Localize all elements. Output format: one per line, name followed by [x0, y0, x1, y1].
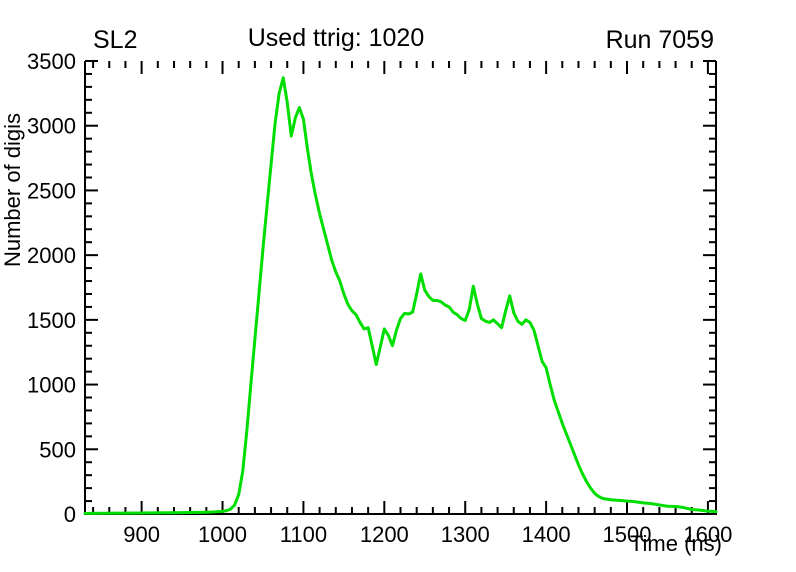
y-tick-label: 500 [39, 437, 76, 462]
run-label: Run 7059 [606, 26, 714, 54]
y-axis-ticks [85, 60, 716, 515]
x-tick-label: 1300 [441, 522, 490, 547]
x-axis-tick-labels: 900 1000 1100 1200 1300 1400 1500 1600 [123, 522, 732, 547]
x-tick-label: 1000 [198, 522, 247, 547]
superlayer-label: SL2 [93, 26, 137, 54]
y-tick-label: 1500 [27, 308, 76, 333]
x-axis-title: Time (ns) [630, 531, 722, 556]
x-tick-label: 900 [123, 522, 160, 547]
x-tick-label: 1500 [603, 522, 652, 547]
digi-count-curve [83, 76, 718, 515]
y-tick-label: 0 [64, 502, 76, 527]
y-tick-label: 2500 [27, 178, 76, 203]
y-axis-tick-labels: 0 500 1000 1500 2000 2500 3000 3500 [27, 49, 76, 527]
y-tick-label: 1000 [27, 373, 76, 398]
x-tick-label: 1100 [280, 522, 327, 547]
x-tick-label: 1600 [683, 522, 732, 547]
y-tick-label: 2000 [27, 243, 76, 268]
x-tick-label: 1400 [522, 522, 571, 547]
y-tick-label: 3500 [27, 49, 76, 74]
y-tick-label: 3000 [27, 114, 76, 139]
x-tick-label: 1200 [360, 522, 409, 547]
y-axis-title: Number of digis [0, 113, 25, 267]
chart-title: Used ttrig: 1020 [248, 24, 425, 52]
